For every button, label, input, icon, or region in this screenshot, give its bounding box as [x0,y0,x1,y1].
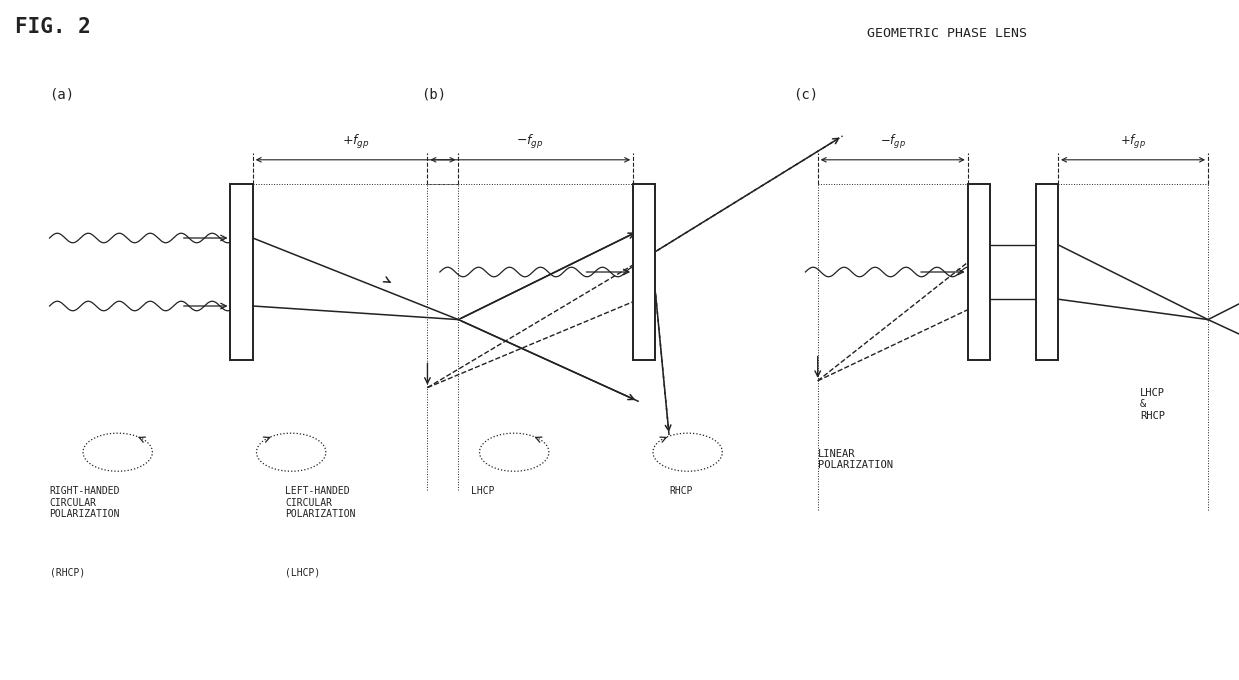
Bar [633,184,655,360]
Text: RHCP: RHCP [670,486,693,496]
Text: $-f_{gp}$: $-f_{gp}$ [880,133,906,151]
Text: $-f_{gp}$: $-f_{gp}$ [517,133,544,151]
Text: (LHCP): (LHCP) [285,568,320,578]
Text: $+f_{gp}$: $+f_{gp}$ [1120,133,1146,151]
Text: $+f_{gp}$: $+f_{gp}$ [342,133,369,151]
Text: (RHCP): (RHCP) [50,568,84,578]
Bar [968,184,990,360]
Text: (a): (a) [50,88,74,101]
Text: (c): (c) [793,88,818,101]
Bar [230,184,253,360]
Text: (b): (b) [421,88,446,101]
Text: FIG. 2: FIG. 2 [15,17,90,37]
Bar [1036,184,1058,360]
Text: LEFT-HANDED
CIRCULAR
POLARIZATION: LEFT-HANDED CIRCULAR POLARIZATION [285,486,356,520]
Text: LHCP: LHCP [472,486,494,496]
Text: GEOMETRIC PHASE LENS: GEOMETRIC PHASE LENS [867,27,1027,40]
Text: LINEAR
POLARIZATION: LINEAR POLARIZATION [818,449,893,471]
Text: LHCP
&
RHCP: LHCP & RHCP [1140,388,1165,421]
Text: RIGHT-HANDED
CIRCULAR
POLARIZATION: RIGHT-HANDED CIRCULAR POLARIZATION [50,486,120,520]
